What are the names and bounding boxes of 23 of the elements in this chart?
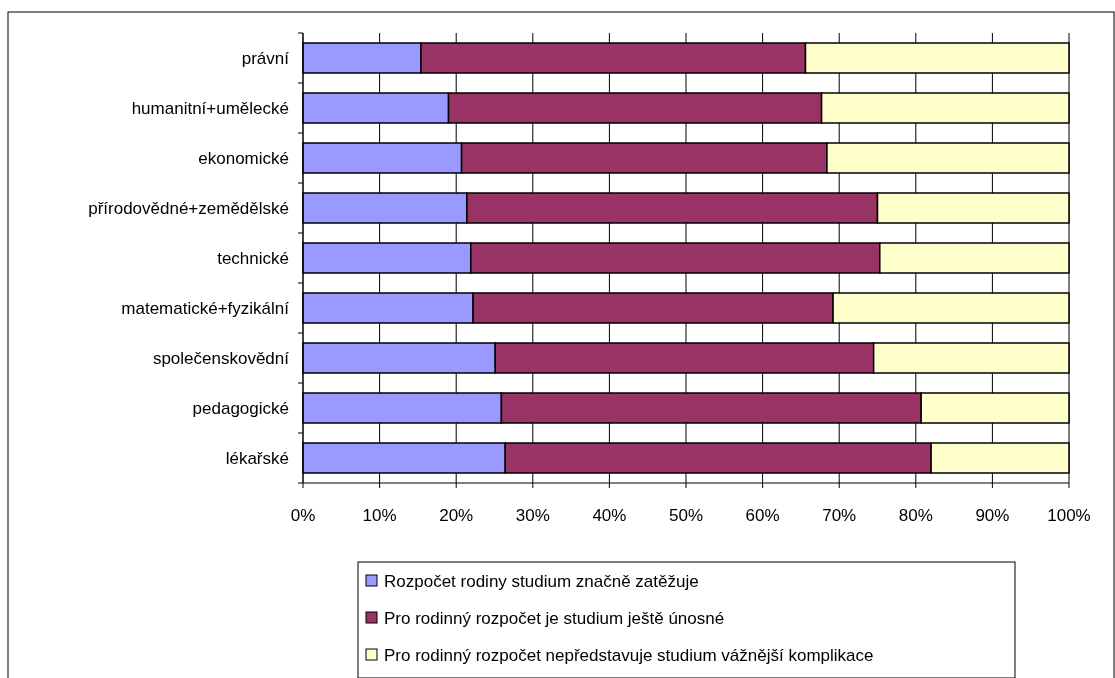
x-tick-label: 90%	[975, 506, 1010, 525]
y-tick-label: právní	[241, 49, 290, 68]
y-tick-label: pedagogické	[192, 399, 289, 418]
x-tick-label: 60%	[745, 506, 780, 525]
y-tick-label: přírodovědné+zemědělské	[88, 199, 289, 218]
legend-label: Rozpočet rodiny studium značně zatěžuje	[384, 572, 699, 591]
x-tick-label: 10%	[362, 506, 397, 525]
x-tick-label: 70%	[822, 506, 857, 525]
x-tick-label: 100%	[1047, 506, 1091, 525]
x-tick-label: 30%	[515, 506, 550, 525]
y-tick-label: společenskovědní	[152, 349, 290, 368]
y-tick-label: matematické+fyzikální	[121, 299, 290, 318]
y-tick-label: humanitní+umělecké	[131, 99, 289, 118]
x-tick-label: 80%	[898, 506, 933, 525]
y-tick-label: lékařské	[225, 449, 289, 468]
x-tick-label: 0%	[290, 506, 316, 525]
legend-label: Pro rodinný rozpočet nepředstavuje studium vážnější komplikace	[384, 646, 874, 665]
x-tick-label: 40%	[592, 506, 627, 525]
y-tick-label: technické	[217, 249, 289, 268]
x-tick-label: 20%	[439, 506, 474, 525]
legend-label: Pro rodinný rozpočet je studium ještě únosné	[384, 609, 725, 628]
x-tick-label: 50%	[668, 506, 704, 525]
y-tick-label: ekonomické	[198, 149, 289, 168]
